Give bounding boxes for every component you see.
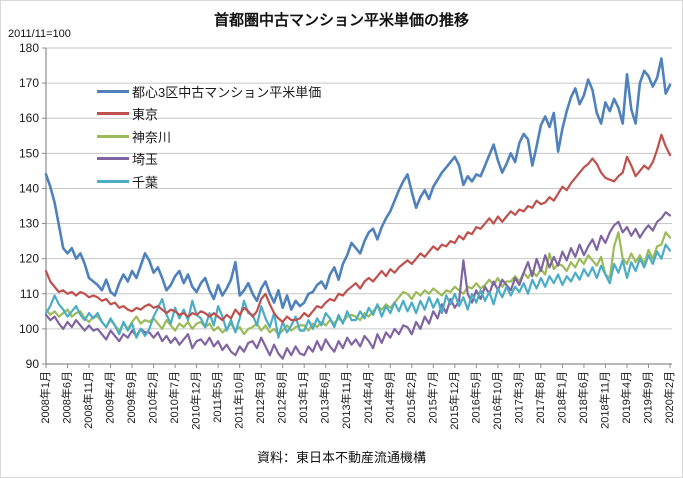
x-tick-label: 2014年4月	[361, 371, 375, 424]
x-tick-label: 2010年12月	[189, 371, 203, 430]
series-line-1	[44, 133, 672, 323]
y-tick-label: 180	[19, 41, 39, 55]
legend-item-saitama: 埼玉	[97, 148, 321, 171]
x-tick-label: 2020年2月	[662, 371, 676, 424]
legend-label: 埼玉	[132, 152, 159, 168]
x-tick-label: 2008年11月	[81, 371, 95, 429]
x-tick-label: 2008年1月	[38, 371, 52, 424]
x-tick-label: 2014年9月	[382, 371, 396, 424]
legend-item-chiba: 千葉	[97, 170, 321, 193]
x-tick-label: 2015年2月	[404, 371, 418, 424]
legend-label: 神奈川	[132, 129, 172, 145]
x-tick-label: 2012年8月	[275, 371, 289, 424]
y-tick-label: 90	[26, 357, 40, 371]
x-tick-label: 2013年6月	[318, 371, 332, 424]
x-tick-label: 2018年1月	[554, 371, 568, 424]
x-tick-label: 2009年4月	[103, 371, 117, 424]
chart-title: 首都圏中古マンション平米単価の推移	[213, 12, 469, 29]
series-line-2	[44, 231, 672, 336]
x-tick-label: 2008年6月	[60, 371, 74, 424]
source-note: 資料：東日本不動産流通機構	[256, 450, 426, 465]
y-tick-label: 100	[19, 322, 39, 336]
series-line-3	[44, 211, 672, 360]
y-tick-label: 130	[19, 217, 39, 231]
x-tick-label: 2010年7月	[167, 371, 181, 424]
x-tick-label: 2019年4月	[619, 371, 633, 424]
y-tick-label: 140	[19, 181, 39, 195]
series-line-4	[44, 243, 672, 339]
x-tick-label: 2011年5月	[210, 371, 224, 423]
y-tick-label: 120	[19, 252, 39, 266]
x-tick-label: 2015年12月	[447, 371, 461, 430]
x-tick-label: 2013年1月	[296, 371, 310, 424]
x-tick-label: 2013年11月	[339, 371, 353, 429]
legend-item-tokyo: 東京	[97, 103, 321, 126]
x-tick-label: 2016年10月	[490, 371, 504, 430]
legend-line-swatch	[97, 89, 129, 93]
legend-label: 東京	[132, 107, 159, 123]
x-tick-label: 2010年2月	[146, 371, 160, 424]
y-tick-label: 150	[19, 146, 39, 160]
legend-line-swatch	[97, 157, 129, 161]
legend-line-swatch	[97, 112, 129, 116]
y-tick-label: 110	[20, 287, 39, 301]
legend-label: 都心3区中古マンション平米単価	[132, 84, 322, 100]
x-tick-label: 2017年3月	[511, 371, 525, 424]
index-base-note: 2011/11=100	[8, 28, 71, 40]
legend-item-kanagawa: 神奈川	[97, 125, 321, 148]
legend-line-swatch	[97, 179, 129, 183]
x-tick-label: 2011年10月	[232, 371, 246, 429]
legend-label: 千葉	[132, 174, 159, 190]
series-line-0	[44, 57, 672, 311]
x-tick-label: 2018年11月	[597, 371, 611, 429]
x-tick-label: 2016年5月	[468, 371, 482, 424]
y-tick-label: 160	[19, 111, 39, 125]
x-tick-label: 2018年6月	[576, 371, 590, 424]
legend-line-swatch	[97, 134, 129, 138]
x-tick-label: 2019年9月	[640, 371, 654, 424]
x-tick-label: 2012年3月	[253, 371, 267, 424]
x-tick-label: 2015年7月	[425, 371, 439, 424]
legend-item-toshin3ku: 都心3区中古マンション平米単価	[97, 80, 321, 103]
y-tick-label: 170	[19, 76, 39, 90]
chart-legend: 都心3区中古マンション平米単価 東京 神奈川 埼玉 千葉	[97, 80, 321, 193]
x-tick-label: 2017年8月	[533, 371, 547, 424]
x-tick-label: 2009年9月	[124, 371, 138, 424]
